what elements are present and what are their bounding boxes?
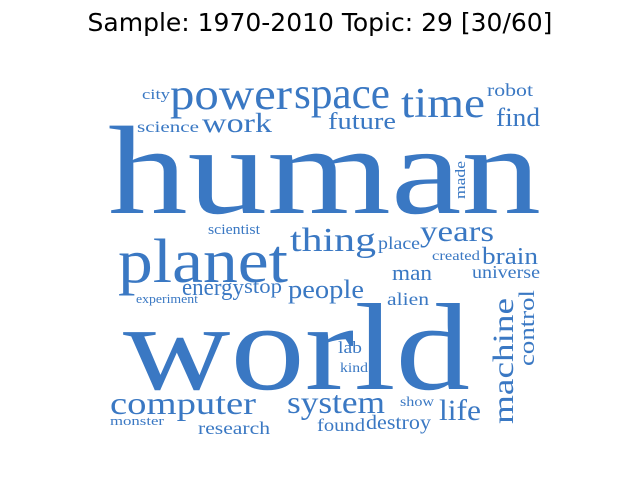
word-research: research xyxy=(198,418,270,438)
word-find: find xyxy=(496,103,540,132)
word-life: life xyxy=(439,394,481,427)
word-science: science xyxy=(137,119,199,136)
word-thing: thing xyxy=(290,222,376,259)
word-robot: robot xyxy=(487,80,533,100)
word-work: work xyxy=(202,108,273,138)
word-people: people xyxy=(288,275,364,304)
word-years: years xyxy=(420,215,494,248)
word-experiment: experiment xyxy=(136,291,198,306)
word-city: city xyxy=(142,87,171,103)
word-space: space xyxy=(294,69,390,118)
word-computer: computer xyxy=(110,385,256,421)
word-scientist: scientist xyxy=(208,222,261,238)
word-human: human xyxy=(108,102,541,241)
word-future: future xyxy=(328,109,396,135)
word-brain: brain xyxy=(482,244,538,270)
word-show: show xyxy=(400,395,435,410)
word-kind: kind xyxy=(340,361,368,376)
word-found: found xyxy=(317,415,365,435)
word-lab: lab xyxy=(338,338,362,357)
word-alien: alien xyxy=(387,289,429,309)
word-destroy: destroy xyxy=(366,412,431,434)
word-machine: machine xyxy=(487,298,520,424)
word-universe: universe xyxy=(472,262,540,282)
word-monster: monster xyxy=(110,413,165,428)
word-made: made xyxy=(453,161,469,199)
word-control: control xyxy=(514,290,539,366)
word-place: place xyxy=(378,233,420,253)
word-planet: planet xyxy=(118,228,288,296)
word-world: world xyxy=(123,279,470,416)
word-power: power xyxy=(170,70,292,119)
word-stop: stop xyxy=(244,276,282,298)
word-time: time xyxy=(401,81,485,127)
word-man: man xyxy=(392,260,432,285)
word-system: system xyxy=(287,384,385,420)
word-energy: energy xyxy=(182,275,244,301)
figure-title: Sample: 1970-2010 Topic: 29 [30/60] xyxy=(87,8,553,37)
word-created: created xyxy=(432,249,480,264)
